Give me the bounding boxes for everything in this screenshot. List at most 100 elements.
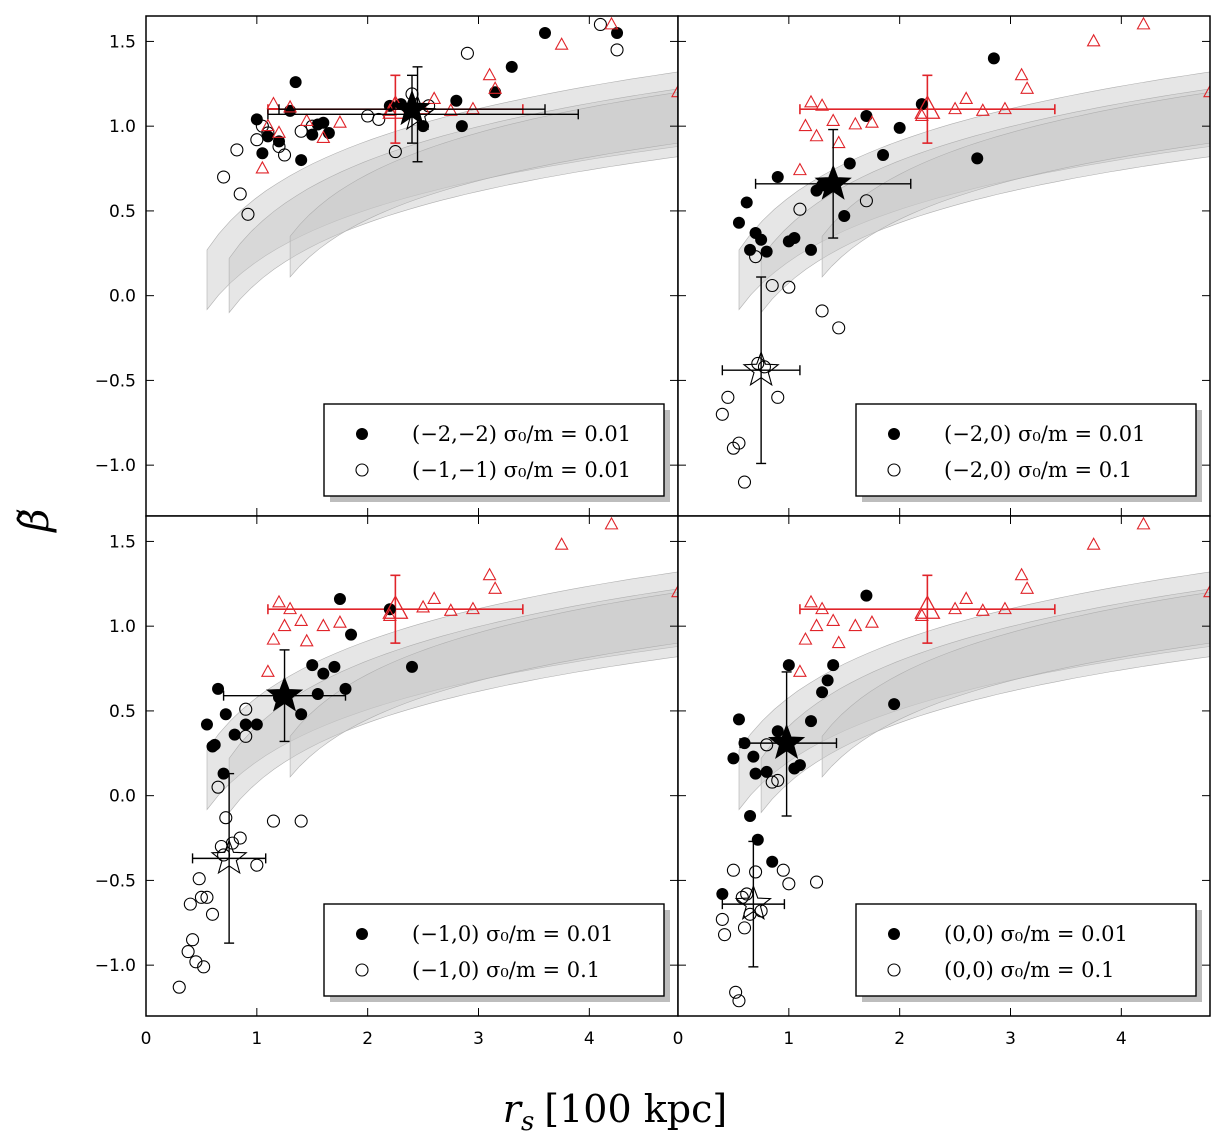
point-triangle (826, 113, 841, 127)
point-filled (888, 698, 901, 711)
x-axis-symbol: r (503, 1087, 524, 1131)
x-tick-label: 3 (473, 1029, 484, 1049)
point-triangle (332, 615, 347, 628)
point-filled (539, 26, 551, 39)
point-open (815, 304, 829, 318)
point-filled (893, 121, 906, 134)
point-triangle (316, 618, 331, 632)
model-band-0 (206, 571, 678, 811)
point-filled (250, 718, 263, 731)
model-band-2 (821, 91, 1210, 278)
point-triangle (488, 581, 503, 594)
point-open (219, 811, 233, 825)
panel-top-left: 1.51.00.50.0−0.5−1.0(−2,−2) σ₀/m = 0.01(… (95, 15, 679, 517)
star-open (398, 94, 437, 131)
point-open (189, 955, 203, 969)
point-filled (987, 52, 1000, 65)
red-errorbar (799, 74, 1056, 144)
point-open (217, 170, 231, 184)
point-filled (284, 104, 297, 117)
x-tick-label: 4 (1116, 1029, 1127, 1049)
point-open (239, 729, 253, 743)
legend: (−1,0) σ₀/m = 0.01 (−1,0) σ₀/m = 0.1 (323, 903, 670, 1002)
point-open (183, 897, 197, 911)
model-band-0 (206, 71, 678, 311)
point-triangle (604, 16, 619, 30)
point-open (726, 863, 740, 877)
legend-label: (−2,0) σ₀/m = 0.1 (944, 458, 1132, 482)
point-open (211, 780, 225, 794)
x-axis-unit: [100 kpc] (544, 1087, 727, 1131)
star-open (734, 884, 773, 920)
legend-marker-filled (356, 428, 368, 440)
point-open (460, 46, 474, 60)
star-errorbar-open (721, 840, 786, 968)
point-filled (200, 718, 213, 731)
point-triangle (671, 84, 678, 98)
point-triangle (266, 631, 281, 645)
point-triangle (831, 135, 846, 149)
point-filled (289, 76, 302, 89)
plot-content (715, 16, 1210, 489)
point-open (197, 960, 211, 974)
series-filled-circle (732, 52, 1000, 258)
plot-content (206, 16, 678, 314)
legend-label: (−1,0) σ₀/m = 0.1 (412, 958, 600, 982)
point-filled (339, 682, 352, 695)
x-tick-label: 2 (894, 1029, 905, 1049)
star-filled (767, 723, 806, 759)
point-open (721, 390, 735, 404)
point-triangle (299, 633, 314, 647)
point-open (230, 143, 244, 157)
point-triangle (864, 115, 879, 128)
model-band-2 (289, 591, 678, 778)
point-open (241, 207, 255, 221)
x-tick-label: 1 (783, 1029, 794, 1049)
point-triangle (283, 99, 298, 113)
point-triangle (1136, 516, 1151, 530)
point-triangle (959, 591, 974, 605)
legend-marker-open (887, 963, 901, 977)
point-triangle (914, 608, 929, 621)
legend-marker-open (355, 963, 369, 977)
series-open-triangle (792, 516, 1210, 677)
point-open (172, 980, 186, 994)
y-tick-label: 0.5 (109, 702, 136, 722)
model-band-0 (738, 71, 1210, 311)
legend-marker-open (355, 463, 369, 477)
point-triangle (554, 37, 569, 50)
point-triangle (260, 118, 275, 132)
y-tick-label: 1.5 (109, 32, 136, 52)
point-triangle (826, 613, 841, 627)
point-filled (744, 243, 757, 256)
legend-label: (0,0) σ₀/m = 0.1 (944, 958, 1115, 982)
point-triangle (255, 160, 270, 174)
point-triangle (1136, 16, 1151, 30)
model-band-2 (821, 591, 1210, 778)
point-triangle (1203, 584, 1210, 598)
point-open (771, 773, 785, 787)
point-triangle (1020, 581, 1035, 594)
y-tick-label: −1.0 (95, 956, 136, 976)
point-filled (295, 154, 308, 167)
legend-box (855, 903, 1197, 997)
point-filled (727, 752, 740, 765)
point-filled (345, 628, 358, 641)
point-open (765, 278, 779, 293)
point-triangle (809, 128, 824, 142)
point-open (776, 863, 790, 877)
point-open (266, 814, 281, 828)
point-filled (805, 243, 817, 256)
series-open-triangle (792, 16, 1210, 176)
point-open (261, 126, 275, 140)
point-triangle (948, 601, 963, 615)
point-triangle (848, 618, 863, 632)
point-triangle (792, 162, 807, 176)
star-errorbar-open (267, 66, 579, 163)
point-filled (760, 245, 773, 258)
point-triangle (1086, 537, 1101, 550)
point-open (732, 994, 746, 1008)
point-open (239, 702, 253, 716)
point-filled (744, 810, 757, 822)
point-open (250, 858, 264, 872)
